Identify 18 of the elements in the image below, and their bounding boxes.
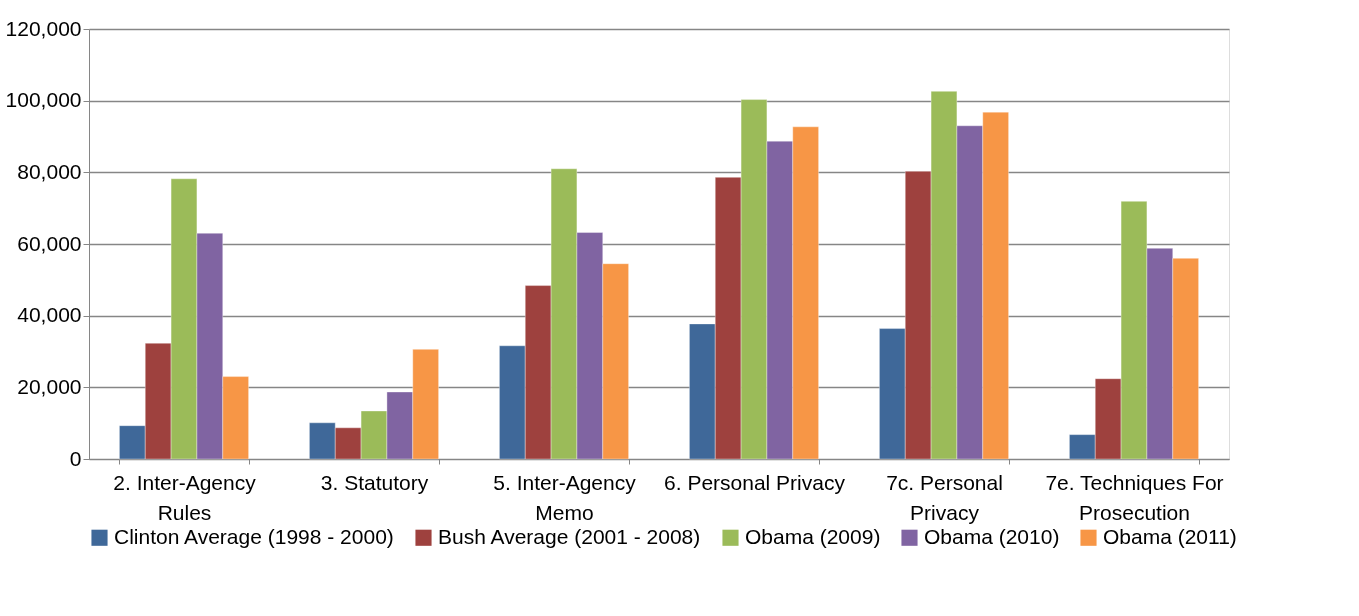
legend-label: Obama (2009)	[745, 524, 881, 548]
x-tick-label: 2. Inter-Agency Rules	[113, 470, 257, 524]
y-tick-label: 120,000	[5, 16, 82, 40]
y-tick-label: 20,000	[17, 374, 82, 398]
x-tick-label: 5. Inter-Agency Memo	[493, 470, 637, 524]
x-tick-label: 7c. Personal Privacy	[886, 470, 1003, 524]
y-tick-label: 60,000	[17, 231, 82, 255]
legend-label: Clinton Average (1998 - 2000)	[114, 524, 394, 548]
y-tick-label: 0	[69, 446, 82, 470]
y-tick-label: 40,000	[17, 303, 82, 327]
legend-label: Obama (2011)	[1103, 524, 1237, 548]
y-tick-label: 80,000	[17, 159, 82, 183]
y-tick-label: 100,000	[5, 88, 82, 112]
legend-label: Obama (2010)	[924, 524, 1060, 548]
legend-label: Bush Average (2001 - 2008)	[438, 524, 701, 548]
x-tick-label: 7e. Techniques For Prosecution	[1045, 470, 1224, 524]
x-tick-label: 6. Personal Privacy	[664, 470, 846, 494]
x-tick-label: 3. Statutory	[320, 470, 429, 494]
